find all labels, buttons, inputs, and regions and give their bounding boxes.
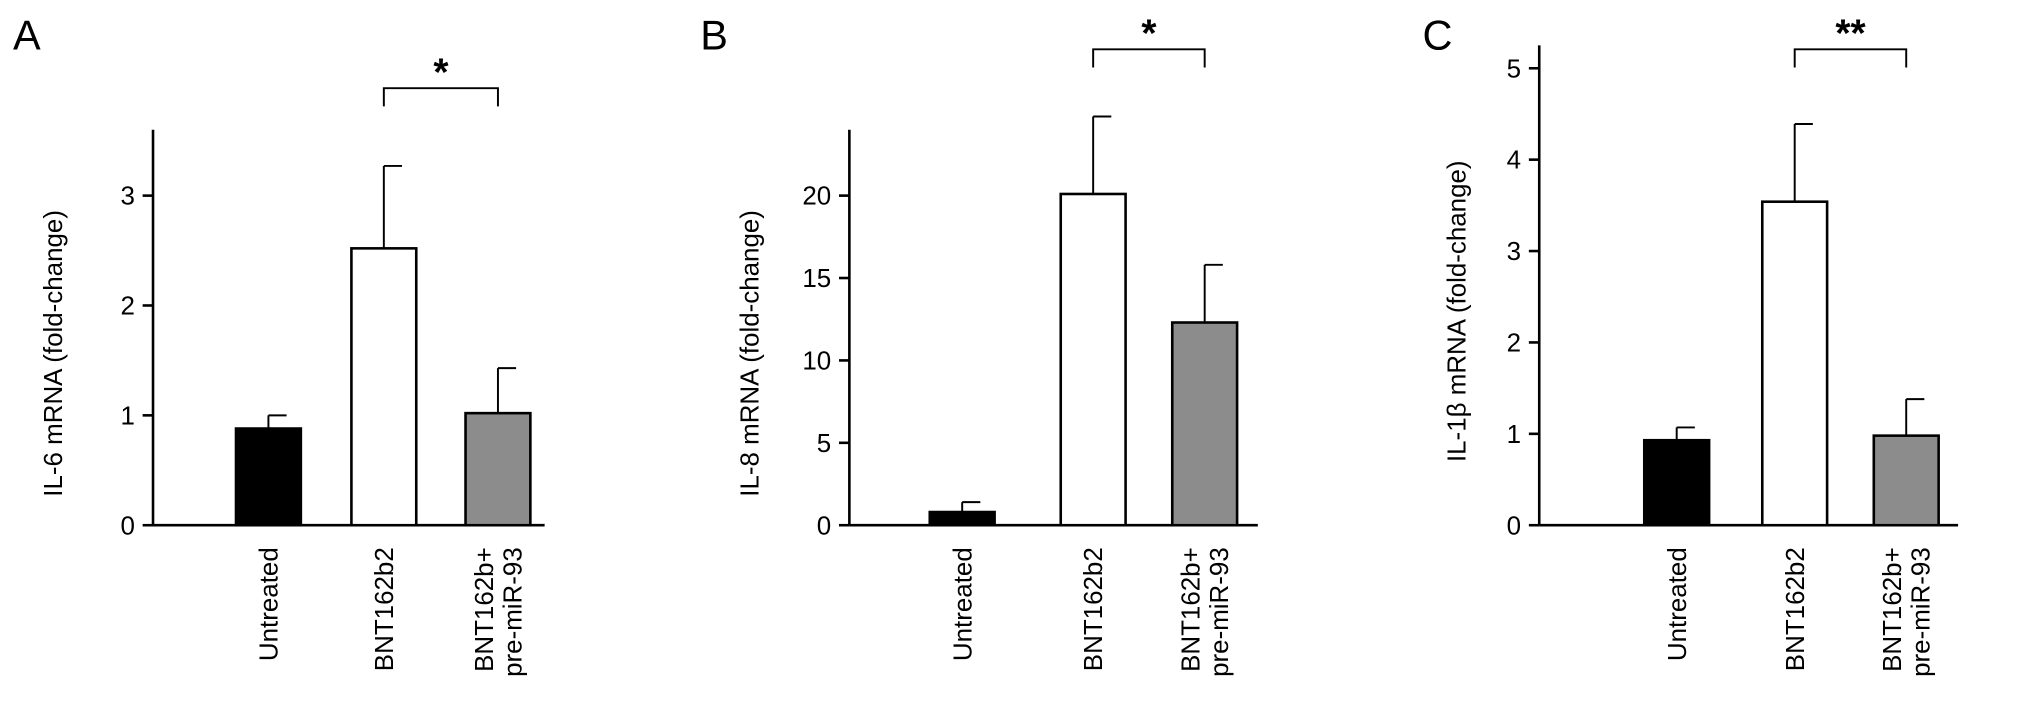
y-tick-label: 15 [802, 265, 831, 293]
x-tick-label: BNT162b2 [1080, 547, 1108, 671]
x-tick-label: BNT162b+pre-miR-93 [471, 547, 528, 677]
bar [1642, 438, 1711, 527]
significance-label: ** [1835, 13, 1866, 56]
x-tick-label: BNT162b2 [371, 547, 399, 671]
bar [1170, 321, 1239, 527]
significance-bracket [1092, 48, 1206, 68]
x-tick-label: BNT162b+pre-miR-93 [1177, 547, 1234, 677]
x-tick-label: Untreated [949, 547, 977, 661]
y-tick-label: 0 [1507, 512, 1521, 540]
bar [234, 427, 303, 527]
y-tick-label: 20 [802, 183, 831, 211]
significance-bracket [382, 87, 499, 107]
bar [1872, 434, 1940, 527]
y-tick-label: 10 [802, 347, 831, 375]
panel-label: A [13, 11, 41, 58]
y-tick-label: 3 [1507, 238, 1521, 266]
y-tick-label: 1 [1507, 421, 1521, 449]
bar [464, 411, 532, 527]
significance-label: * [1141, 13, 1157, 56]
y-tick-label: 4 [1507, 147, 1521, 175]
x-tick-label: Untreated [256, 547, 284, 661]
y-tick-label: 2 [1507, 330, 1521, 358]
y-tick-label: 1 [120, 402, 134, 430]
panel-label: B [700, 11, 728, 58]
y-tick-label: 2 [120, 293, 134, 321]
bar [1760, 200, 1829, 527]
y-axis-label: IL-8 mRNA (fold-change) [737, 210, 765, 497]
bar [350, 247, 418, 527]
x-tick-label: BNT162b2 [1782, 547, 1810, 671]
x-tick-label: Untreated [1664, 547, 1692, 661]
panel-label: C [1423, 11, 1453, 58]
significance-label: * [433, 52, 449, 95]
y-tick-label: 0 [817, 512, 831, 540]
bar [1059, 192, 1127, 527]
significance-bracket [1793, 48, 1908, 68]
bar [928, 510, 996, 527]
y-tick-label: 5 [817, 430, 831, 458]
y-tick-label: 3 [120, 183, 134, 211]
x-tick-label: BNT162b+pre-miR-93 [1879, 547, 1936, 677]
y-tick-label: 0 [120, 512, 134, 540]
y-axis-label: IL-6 mRNA (fold-change) [40, 210, 68, 497]
y-tick-label: 5 [1507, 55, 1521, 83]
y-axis-label: IL-1β mRNA (fold-change) [1443, 160, 1471, 462]
